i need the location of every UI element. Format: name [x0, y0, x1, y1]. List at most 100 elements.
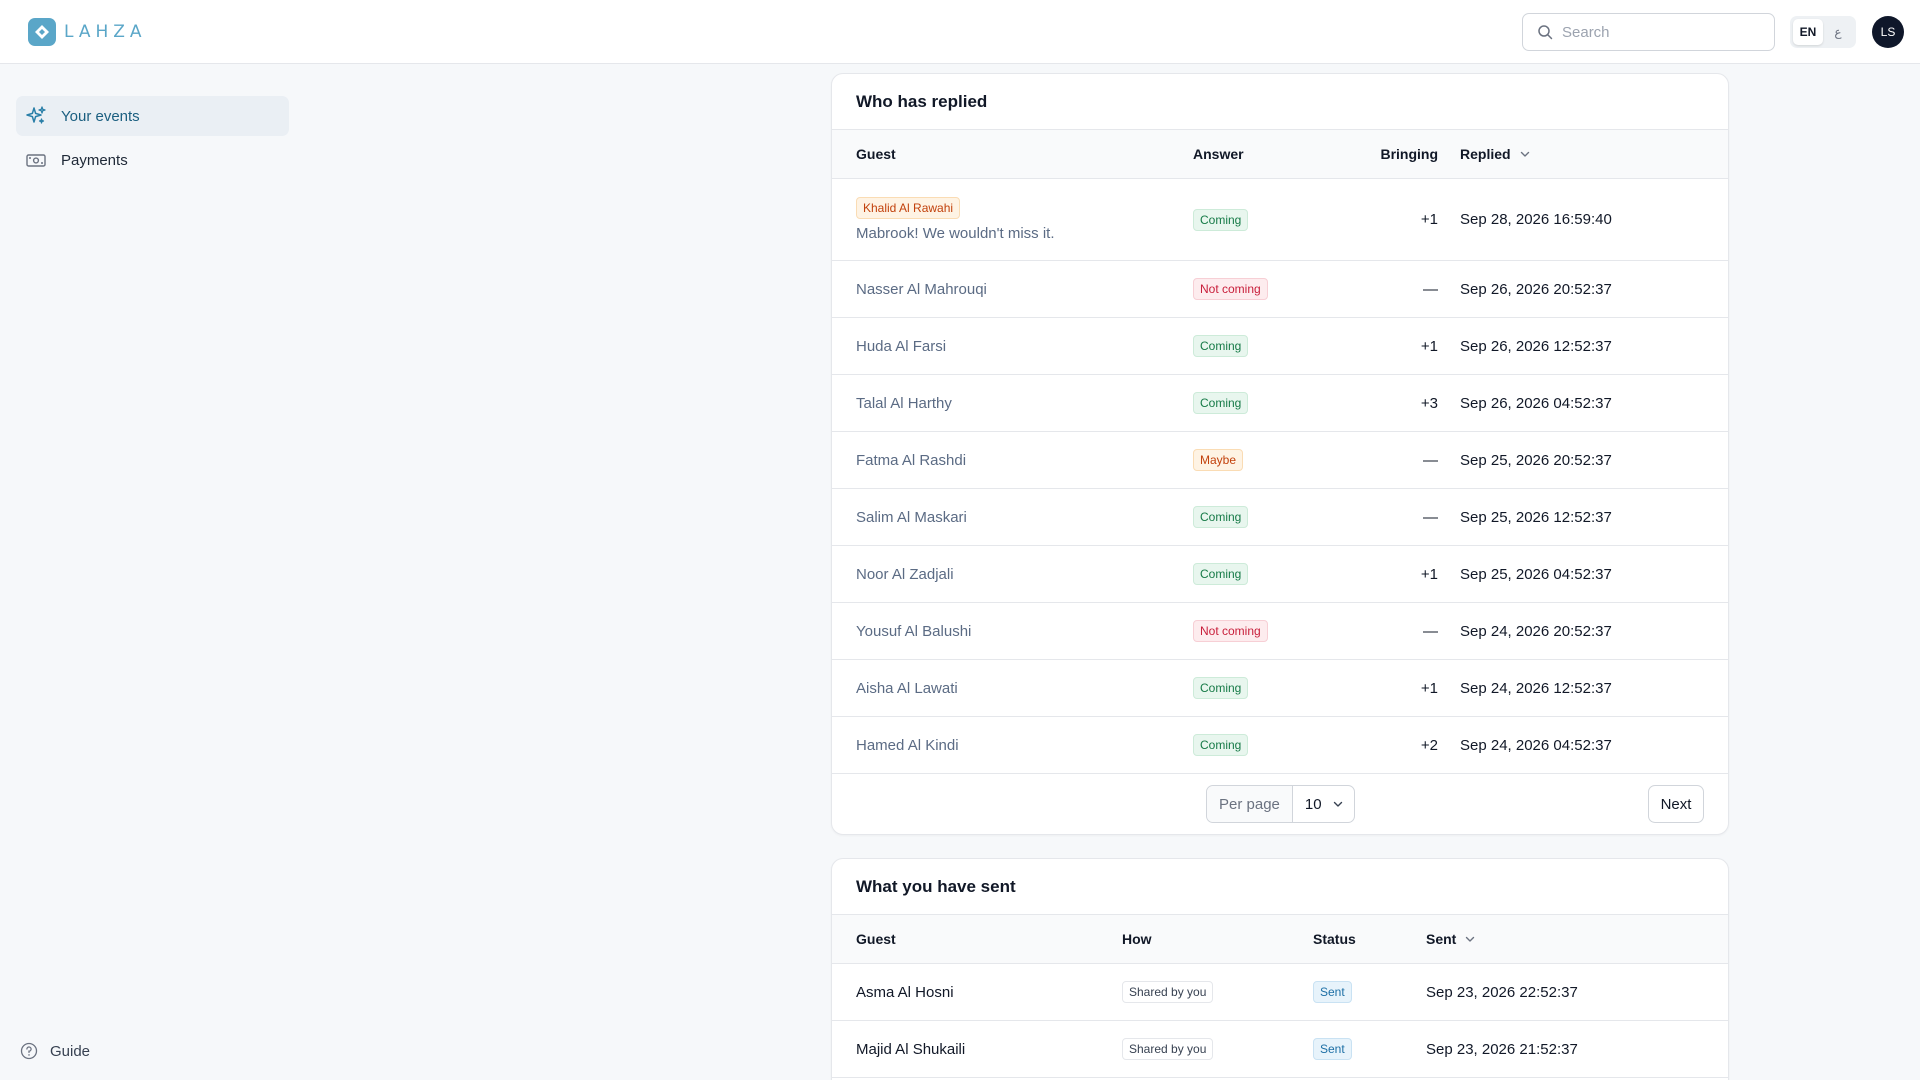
chevron-down-icon: [1520, 151, 1529, 157]
chevron-down-icon: [1333, 801, 1342, 807]
answer-badge: Coming: [1193, 506, 1249, 528]
column-replied-sort[interactable]: Replied: [1460, 130, 1531, 178]
how-badge: Shared by you: [1122, 1038, 1214, 1060]
replied-date: Sep 24, 2026 12:52:37: [1460, 679, 1612, 697]
replied-date: Sep 25, 2026 04:52:37: [1460, 565, 1612, 583]
help-circle-icon: [20, 1042, 38, 1060]
sent-date: Sep 23, 2026 21:52:37: [1426, 1040, 1578, 1058]
guest-name[interactable]: Aisha Al Lawati: [856, 679, 958, 697]
replied-date: Sep 25, 2026 12:52:37: [1460, 508, 1612, 526]
table-row[interactable]: Huda Al Farsi Coming +1 Sep 26, 2026 12:52:…: [832, 318, 1728, 375]
guest-name[interactable]: Talal Al Harthy: [856, 394, 952, 412]
answer-cell: Coming: [1193, 489, 1249, 545]
table-row[interactable]: Noor Al Zadjali Coming +1 Sep 25, 2026 04:5…: [832, 546, 1728, 603]
guest-name[interactable]: Fatma Al Rashdi: [856, 451, 967, 469]
table-row[interactable]: Majid Al Shukaili Shared by you Sent Sep 23…: [832, 1021, 1728, 1078]
table-row[interactable]: Yousuf Al Balushi Not coming — Sep 24, 2026…: [832, 603, 1728, 660]
table-row[interactable]: Aisha Al Lawati Coming +1 Sep 24, 2026 12:5…: [832, 660, 1728, 717]
bringing-cell: +1: [1420, 679, 1438, 697]
column-how: How: [1122, 931, 1152, 947]
column-bringing: Bringing: [1380, 146, 1438, 162]
sent-date: Sep 23, 2026 22:52:37: [1426, 983, 1578, 1001]
status-cell: Sent: [1313, 964, 1352, 1020]
replied-date: Sep 26, 2026 20:52:37: [1460, 280, 1612, 298]
replied-date: Sep 25, 2026 20:52:37: [1460, 451, 1612, 469]
guest-name[interactable]: Nasser Al Mahrouqi: [856, 280, 987, 298]
per-page-control: Per page 10: [1206, 785, 1355, 823]
lang-ar-button[interactable]: ع: [1834, 25, 1842, 39]
table-row[interactable]: Hamed Al Kindi Coming +2 Sep 24, 2026 04:52…: [832, 717, 1728, 774]
search-icon: [1538, 25, 1553, 40]
language-switcher: EN ع: [1790, 16, 1856, 48]
per-page-label: Per page: [1207, 786, 1293, 822]
table-row[interactable]: Nasser Al Mahrouqi Not coming — Sep 26, 202…: [832, 261, 1728, 318]
answer-cell: Coming: [1193, 717, 1249, 773]
answer-badge: Coming: [1193, 734, 1249, 756]
status-badge: Sent: [1313, 981, 1352, 1003]
answer-badge: Maybe: [1193, 449, 1244, 471]
replies-table-header: Guest Answer Bringing Replied: [832, 130, 1728, 179]
replied-date: Sep 24, 2026 04:52:37: [1460, 736, 1612, 754]
answer-badge: Coming: [1193, 335, 1249, 357]
replied-date: Sep 26, 2026 04:52:37: [1460, 394, 1612, 412]
column-sent-sort[interactable]: Sent: [1426, 915, 1476, 963]
sent-card: What you have sent Guest How Status Sent…: [831, 858, 1729, 1080]
guest-name[interactable]: Huda Al Farsi: [856, 337, 947, 355]
next-page-button[interactable]: Next: [1648, 785, 1704, 823]
answer-badge: Not coming: [1193, 278, 1268, 300]
sent-title: What you have sent: [832, 859, 1728, 915]
bringing-cell: —: [1423, 280, 1438, 298]
table-row[interactable]: Asma Al Hosni Shared by you Sent Sep 23, 20…: [832, 964, 1728, 1021]
search-box[interactable]: [1522, 13, 1775, 51]
answer-cell: Not coming: [1193, 261, 1268, 317]
guest-name[interactable]: Yousuf Al Balushi: [856, 622, 972, 640]
per-page-select[interactable]: 10: [1293, 786, 1354, 822]
pagination-bar: Per page 10 Next: [832, 774, 1728, 834]
bringing-cell: +3: [1420, 394, 1438, 412]
guest-name[interactable]: Hamed Al Kindi: [856, 736, 959, 754]
how-cell: Shared by you: [1122, 1021, 1214, 1077]
answer-badge: Coming: [1193, 392, 1249, 414]
table-row[interactable]: Fatma Al Rashdi Maybe — Sep 25, 2026 20:52:…: [832, 432, 1728, 489]
top-bar: LAHZA EN ع LS: [0, 0, 1920, 64]
replied-date: Sep 28, 2026 16:59:40: [1460, 211, 1612, 228]
how-cell: Shared by you: [1122, 964, 1214, 1020]
logo-mark-icon: [28, 18, 56, 46]
sidebar-item-payments[interactable]: Payments: [16, 140, 289, 180]
guide-link[interactable]: Guide: [20, 1042, 90, 1060]
guest-name-tag[interactable]: Khalid Al Rawahi: [856, 197, 961, 219]
guest-name[interactable]: Salim Al Maskari: [856, 508, 967, 526]
search-input[interactable]: [1562, 23, 1762, 41]
app-name: LAHZA: [64, 22, 147, 42]
table-row[interactable]: Khalid Al Rawahi Mabrook! We wouldn't mi…: [832, 179, 1728, 261]
guest-name[interactable]: Asma Al Hosni: [856, 983, 954, 1001]
table-row[interactable]: Talal Al Harthy Coming +3 Sep 26, 2026 04:5…: [832, 375, 1728, 432]
answer-badge: Coming: [1193, 563, 1249, 585]
how-badge: Shared by you: [1122, 981, 1214, 1003]
per-page-value: 10: [1304, 795, 1322, 813]
status-badge: Sent: [1313, 1038, 1352, 1060]
answer-cell: Coming: [1193, 546, 1249, 602]
sidebar-item-your-events[interactable]: Your events: [16, 96, 289, 136]
guest-name[interactable]: Majid Al Shukaili: [856, 1040, 966, 1058]
column-guest: Guest: [856, 146, 896, 162]
table-row[interactable]: Salim Al Maskari Coming — Sep 25, 2026 12:5…: [832, 489, 1728, 546]
column-status: Status: [1313, 931, 1356, 947]
sidebar-item-label: Payments: [61, 151, 128, 169]
answer-badge: Coming: [1193, 677, 1249, 699]
lang-en-button[interactable]: EN: [1793, 19, 1823, 45]
banknote-icon: [26, 154, 46, 167]
user-avatar[interactable]: LS: [1872, 16, 1904, 48]
answer-cell: Not coming: [1193, 603, 1268, 659]
bringing-cell: —: [1423, 508, 1438, 526]
replied-date: Sep 26, 2026 12:52:37: [1460, 337, 1612, 355]
chevron-down-icon: [1466, 936, 1475, 942]
app-logo[interactable]: LAHZA: [28, 18, 147, 46]
answer-cell: Coming: [1193, 179, 1249, 260]
sparkles-icon: [26, 106, 46, 124]
column-guest: Guest: [856, 931, 896, 947]
replies-title: Who has replied: [832, 74, 1728, 130]
answer-cell: Maybe: [1193, 432, 1244, 488]
bringing-cell: +1: [1420, 337, 1438, 355]
guest-name[interactable]: Noor Al Zadjali: [856, 565, 954, 583]
